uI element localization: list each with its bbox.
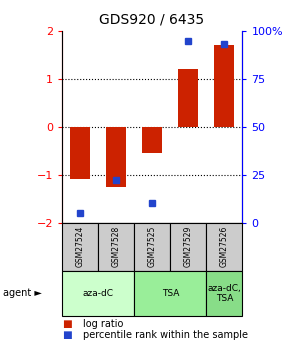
Text: log ratio: log ratio (83, 319, 124, 329)
Bar (134, 271, 206, 316)
Text: GSM27528: GSM27528 (112, 226, 121, 267)
Bar (170, 223, 206, 271)
Text: TSA: TSA (161, 289, 179, 298)
Text: GSM27525: GSM27525 (148, 226, 157, 267)
Text: ■: ■ (62, 330, 72, 339)
Bar (215, 46, 234, 127)
Text: aza-dC,
TSA: aza-dC, TSA (208, 284, 241, 303)
Text: GSM27526: GSM27526 (220, 226, 229, 267)
Bar (106, 127, 126, 187)
Bar (98, 223, 134, 271)
Bar (206, 271, 242, 316)
Text: GDS920 / 6435: GDS920 / 6435 (99, 12, 204, 26)
Bar (134, 223, 170, 271)
Text: agent ►: agent ► (3, 288, 42, 298)
Text: GSM27524: GSM27524 (76, 226, 85, 267)
Bar (62, 223, 98, 271)
Bar (70, 127, 90, 179)
Bar (178, 69, 198, 127)
Bar (62, 271, 134, 316)
Text: GSM27529: GSM27529 (184, 226, 193, 267)
Text: aza-dC: aza-dC (83, 289, 114, 298)
Bar (142, 127, 162, 153)
Text: ■: ■ (62, 319, 72, 329)
Bar (206, 223, 242, 271)
Text: percentile rank within the sample: percentile rank within the sample (83, 330, 248, 339)
